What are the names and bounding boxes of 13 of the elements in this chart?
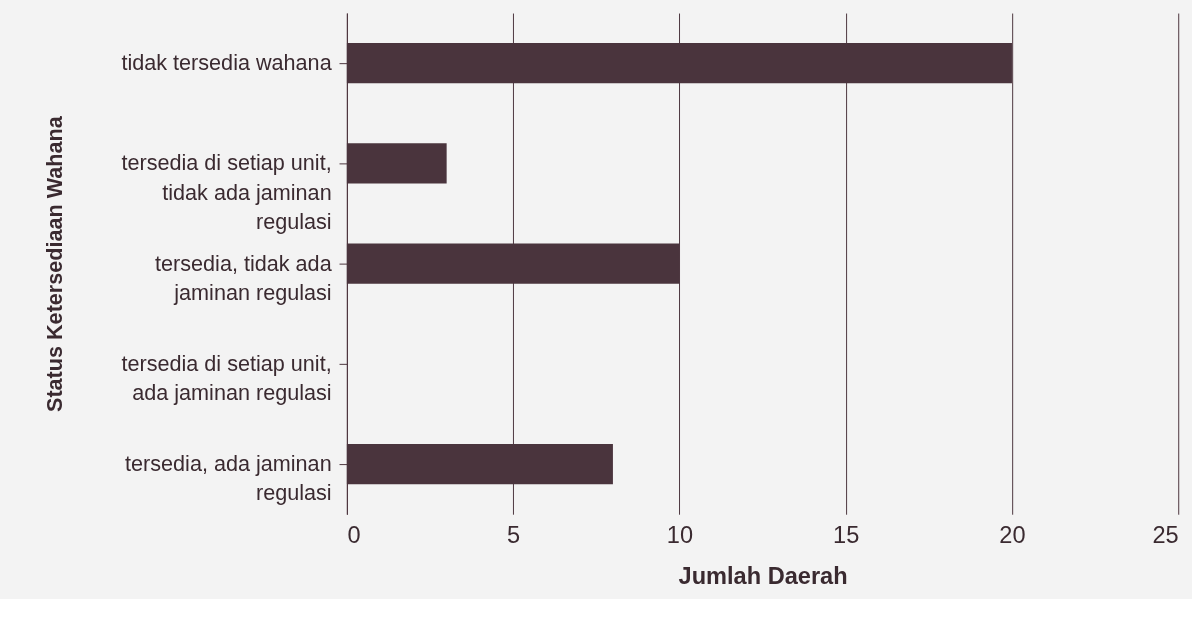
y-axis-title: Status Ketersediaan Wahana (42, 115, 68, 413)
y-tick-label: tersedia di setiap unit, ada jaminan regulasi (121, 350, 332, 406)
y-tick-label: tersedia, ada jaminan regulasi (125, 450, 332, 506)
x-tick-label: 15 (833, 522, 860, 549)
x-tick-label: 20 (999, 522, 1026, 549)
y-tick-label: tidak tersedia wahana (121, 50, 333, 76)
y-tick-label: tersedia di setiap unit, tidak ada jaminan regulasi (121, 150, 332, 235)
x-tick-label: 5 (507, 522, 521, 549)
x-tick-label: 0 (347, 522, 361, 549)
x-tick-label: 25 (1152, 522, 1179, 549)
x-tick-label: 10 (666, 522, 694, 549)
x-axis-title: Jumlah Daerah (678, 563, 848, 590)
y-tick-label: tersedia, tidak ada jaminan regulasi (155, 250, 333, 305)
